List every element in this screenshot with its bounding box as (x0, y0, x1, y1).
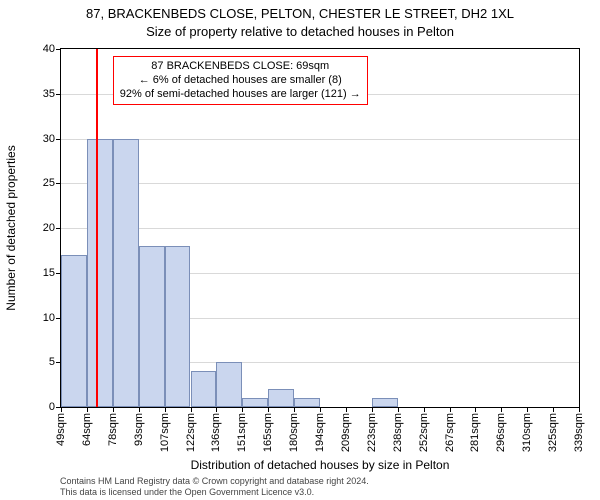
histogram-bar (87, 139, 113, 408)
x-tick-label: 267sqm (444, 413, 456, 452)
x-tick-mark (346, 407, 347, 412)
x-tick-mark (294, 407, 295, 412)
x-tick-mark (165, 407, 166, 412)
y-tick-label: 10 (43, 312, 55, 324)
y-tick-label: 15 (43, 267, 55, 279)
x-tick-label: 64sqm (81, 413, 93, 446)
x-tick-mark (372, 407, 373, 412)
x-tick-mark (450, 407, 451, 412)
histogram-bar (372, 398, 398, 407)
histogram-bar (242, 398, 268, 407)
y-tick-mark (56, 228, 61, 229)
callout-line: 87 BRACKENBEDS CLOSE: 69sqm (120, 59, 361, 73)
x-tick-label: 151sqm (236, 413, 248, 452)
y-axis-label: Number of detached properties (4, 48, 18, 408)
gridline (61, 183, 579, 184)
x-tick-label: 49sqm (55, 413, 67, 446)
x-tick-label: 310sqm (521, 413, 533, 452)
histogram-bar (61, 255, 87, 407)
x-tick-mark (320, 407, 321, 412)
x-tick-label: 252sqm (418, 413, 430, 452)
histogram-bar (268, 389, 294, 407)
histogram-bar (113, 139, 139, 408)
chart-container: 87, BRACKENBEDS CLOSE, PELTON, CHESTER L… (0, 0, 600, 500)
x-tick-mark (242, 407, 243, 412)
x-tick-mark (268, 407, 269, 412)
x-tick-mark (216, 407, 217, 412)
x-tick-label: 223sqm (366, 413, 378, 452)
x-tick-label: 194sqm (314, 413, 326, 452)
y-tick-label: 35 (43, 88, 55, 100)
x-tick-label: 281sqm (469, 413, 481, 452)
x-tick-mark (424, 407, 425, 412)
y-tick-label: 40 (43, 43, 55, 55)
x-tick-mark (553, 407, 554, 412)
x-tick-label: 325sqm (547, 413, 559, 452)
footer-line1: Contains HM Land Registry data © Crown c… (60, 476, 580, 487)
x-tick-label: 209sqm (340, 413, 352, 452)
x-tick-label: 165sqm (262, 413, 274, 452)
y-tick-label: 5 (49, 356, 55, 368)
x-tick-label: 238sqm (392, 413, 404, 452)
gridline (61, 139, 579, 140)
x-tick-label: 339sqm (573, 413, 585, 452)
histogram-bar (191, 371, 217, 407)
gridline (61, 228, 579, 229)
y-tick-mark (56, 183, 61, 184)
x-tick-mark (61, 407, 62, 412)
plot-area-wrap: 051015202530354049sqm64sqm78sqm93sqm107s… (60, 48, 580, 408)
histogram-bar (294, 398, 320, 407)
y-tick-mark (56, 49, 61, 50)
chart-title-line2: Size of property relative to detached ho… (0, 24, 600, 39)
x-tick-label: 122sqm (185, 413, 197, 452)
x-tick-mark (527, 407, 528, 412)
callout-line: 92% of semi-detached houses are larger (… (120, 87, 361, 101)
histogram-bar (139, 246, 165, 407)
y-tick-label: 20 (43, 222, 55, 234)
y-tick-label: 0 (49, 401, 55, 413)
callout-box: 87 BRACKENBEDS CLOSE: 69sqm← 6% of detac… (113, 56, 368, 105)
chart-title-line1: 87, BRACKENBEDS CLOSE, PELTON, CHESTER L… (0, 6, 600, 21)
footer-line2: This data is licensed under the Open Gov… (60, 487, 580, 498)
x-tick-mark (191, 407, 192, 412)
x-tick-mark (87, 407, 88, 412)
plot-area: 051015202530354049sqm64sqm78sqm93sqm107s… (60, 48, 580, 408)
x-tick-label: 93sqm (133, 413, 145, 446)
x-tick-label: 107sqm (159, 413, 171, 452)
y-tick-mark (56, 94, 61, 95)
x-tick-mark (113, 407, 114, 412)
y-tick-mark (56, 139, 61, 140)
x-axis-label: Distribution of detached houses by size … (60, 458, 580, 472)
y-tick-label: 25 (43, 177, 55, 189)
x-tick-label: 136sqm (210, 413, 222, 452)
x-tick-mark (475, 407, 476, 412)
x-tick-label: 78sqm (107, 413, 119, 446)
histogram-bar (216, 362, 242, 407)
y-tick-label: 30 (43, 133, 55, 145)
x-tick-mark (139, 407, 140, 412)
x-tick-mark (398, 407, 399, 412)
x-tick-label: 180sqm (288, 413, 300, 452)
histogram-bar (165, 246, 191, 407)
marker-line (96, 49, 98, 407)
x-tick-mark (579, 407, 580, 412)
footer-attribution: Contains HM Land Registry data © Crown c… (60, 476, 580, 498)
x-tick-mark (501, 407, 502, 412)
callout-line: ← 6% of detached houses are smaller (8) (120, 73, 361, 87)
x-tick-label: 296sqm (495, 413, 507, 452)
